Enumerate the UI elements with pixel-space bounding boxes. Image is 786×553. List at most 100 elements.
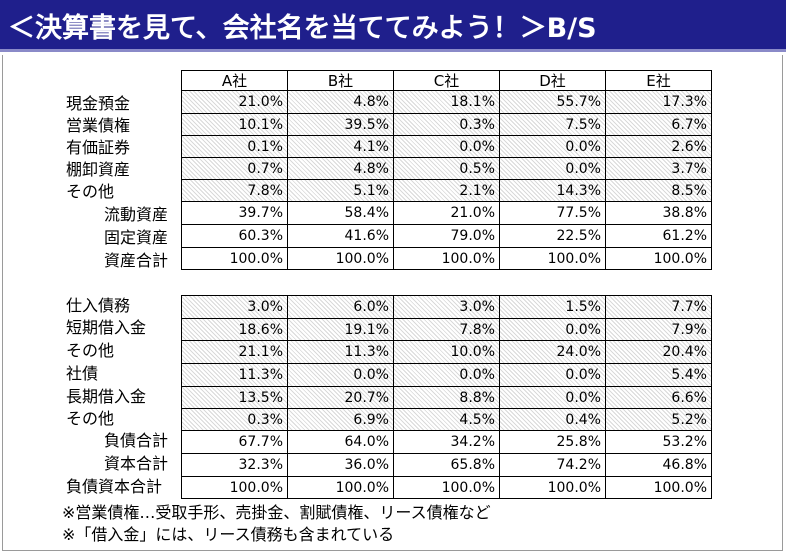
table-cell: 0.0% — [499, 386, 606, 409]
table-cell: 19.1% — [287, 318, 394, 341]
table-row: 100.0% 100.0% 100.0% 100.0% 100.0% — [181, 247, 712, 270]
table-cell: 0.7% — [181, 157, 288, 180]
table-row: 67.7% 64.0% 34.2% 25.8% 53.2% — [181, 430, 712, 454]
table-cell: 0.3% — [393, 113, 500, 136]
table-cell: 5.2% — [605, 408, 712, 431]
table-cell: 74.2% — [499, 453, 606, 477]
table-cell: 25.8% — [499, 430, 606, 454]
table-cell: 100.0% — [393, 247, 500, 270]
table-cell: 100.0% — [393, 476, 500, 499]
table-cell: 21.0% — [393, 201, 500, 225]
table-cell: 0.0% — [287, 363, 394, 387]
column-header: D社 — [499, 70, 606, 91]
table-cell: 0.0% — [393, 363, 500, 387]
table-cell: 21.0% — [181, 90, 288, 114]
table-cell: 3.0% — [181, 295, 288, 319]
row-label: 負債合計 — [104, 431, 169, 450]
table-cell: 39.7% — [181, 201, 288, 225]
column-header: A社 — [181, 70, 288, 91]
table-row: 3.0% 6.0% 3.0% 1.5% 7.7% — [181, 295, 712, 319]
table-cell: 17.3% — [605, 90, 712, 114]
row-label: 現金預金 — [66, 94, 131, 113]
table-row: 21.1% 11.3% 10.0% 24.0% 20.4% — [181, 340, 712, 364]
row-label: 短期借入金 — [66, 318, 147, 337]
table-cell: 24.0% — [499, 340, 606, 364]
table-row: 13.5% 20.7% 8.8% 0.0% 6.6% — [181, 386, 712, 409]
table-cell: 20.4% — [605, 340, 712, 364]
table-cell: 100.0% — [605, 476, 712, 499]
row-label: 社債 — [66, 364, 99, 383]
row-label: 営業債権 — [66, 116, 131, 135]
table-cell: 5.4% — [605, 363, 712, 387]
table-row: 0.1% 4.1% 0.0% 0.0% 2.6% — [181, 135, 712, 158]
table-cell: 13.5% — [181, 386, 288, 409]
table-cell: 7.5% — [499, 113, 606, 136]
table-cell: 55.7% — [499, 90, 606, 114]
table-cell: 65.8% — [393, 453, 500, 477]
table-cell: 2.1% — [393, 179, 500, 202]
table-cell: 100.0% — [287, 247, 394, 270]
table-cell: 60.3% — [181, 224, 288, 248]
table-cell: 5.1% — [287, 179, 394, 202]
column-header: E社 — [605, 70, 712, 91]
row-label: 仕入債務 — [66, 296, 131, 315]
table-row: 32.3% 36.0% 65.8% 74.2% 46.8% — [181, 453, 712, 477]
table-cell: 100.0% — [499, 476, 606, 499]
table-cell: 20.7% — [287, 386, 394, 409]
table-cell: 0.5% — [393, 157, 500, 180]
table-cell: 0.0% — [499, 157, 606, 180]
table-cell: 100.0% — [287, 476, 394, 499]
table-cell: 58.4% — [287, 201, 394, 225]
table-cell: 6.0% — [287, 295, 394, 319]
table-cell: 67.7% — [181, 430, 288, 454]
table-cell: 6.6% — [605, 386, 712, 409]
table-cell: 21.1% — [181, 340, 288, 364]
table-cell: 3.7% — [605, 157, 712, 180]
title-bar: ＜決算書を見て、会社名を当ててみよう！＞B/S — [0, 0, 786, 52]
table-row: 11.3% 0.0% 0.0% 0.0% 5.4% — [181, 363, 712, 387]
content-panel — [2, 55, 783, 551]
table-cell: 1.5% — [499, 295, 606, 319]
table-cell: 0.4% — [499, 408, 606, 431]
assets-table: A社 B社 C社 D社 E社 21.0% 4.8% 18.1% 55.7% 17.3% … — [181, 70, 712, 270]
table-cell: 61.2% — [605, 224, 712, 248]
table-cell: 100.0% — [499, 247, 606, 270]
table-cell: 7.9% — [605, 318, 712, 341]
table-cell: 77.5% — [499, 201, 606, 225]
table-cell: 0.0% — [499, 318, 606, 341]
table-cell: 36.0% — [287, 453, 394, 477]
table-cell: 8.5% — [605, 179, 712, 202]
row-label: 棚卸資産 — [66, 160, 131, 179]
row-label: 資本合計 — [104, 454, 169, 473]
table-cell: 2.6% — [605, 135, 712, 158]
table-cell: 6.9% — [287, 408, 394, 431]
table-cell: 79.0% — [393, 224, 500, 248]
row-label: その他 — [66, 409, 115, 428]
table-row: 39.7% 58.4% 21.0% 77.5% 38.8% — [181, 201, 712, 225]
row-label: 負債資本合計 — [66, 477, 163, 496]
row-label: その他 — [66, 341, 115, 360]
row-label: 長期借入金 — [66, 387, 147, 406]
table-cell: 18.1% — [393, 90, 500, 114]
table-row: 0.3% 6.9% 4.5% 0.4% 5.2% — [181, 408, 712, 431]
table-cell: 0.3% — [181, 408, 288, 431]
column-header: B社 — [287, 70, 394, 91]
row-label: 有価証券 — [66, 138, 131, 157]
table-cell: 64.0% — [287, 430, 394, 454]
table-cell: 34.2% — [393, 430, 500, 454]
table-cell: 11.3% — [287, 340, 394, 364]
table-cell: 11.3% — [181, 363, 288, 387]
table-cell: 100.0% — [181, 476, 288, 499]
table-cell: 0.0% — [499, 363, 606, 387]
table-cell: 7.8% — [181, 179, 288, 202]
table-cell: 6.7% — [605, 113, 712, 136]
table-header-row: A社 B社 C社 D社 E社 — [181, 70, 712, 91]
row-label: 流動資産 — [104, 205, 169, 224]
table-cell: 32.3% — [181, 453, 288, 477]
table-cell: 0.1% — [181, 135, 288, 158]
table-cell: 46.8% — [605, 453, 712, 477]
row-label: その他 — [66, 182, 115, 201]
table-cell: 53.2% — [605, 430, 712, 454]
footnote: ※「借入金」には、リース債務も含まれている — [62, 525, 395, 544]
table-cell: 4.8% — [287, 90, 394, 114]
